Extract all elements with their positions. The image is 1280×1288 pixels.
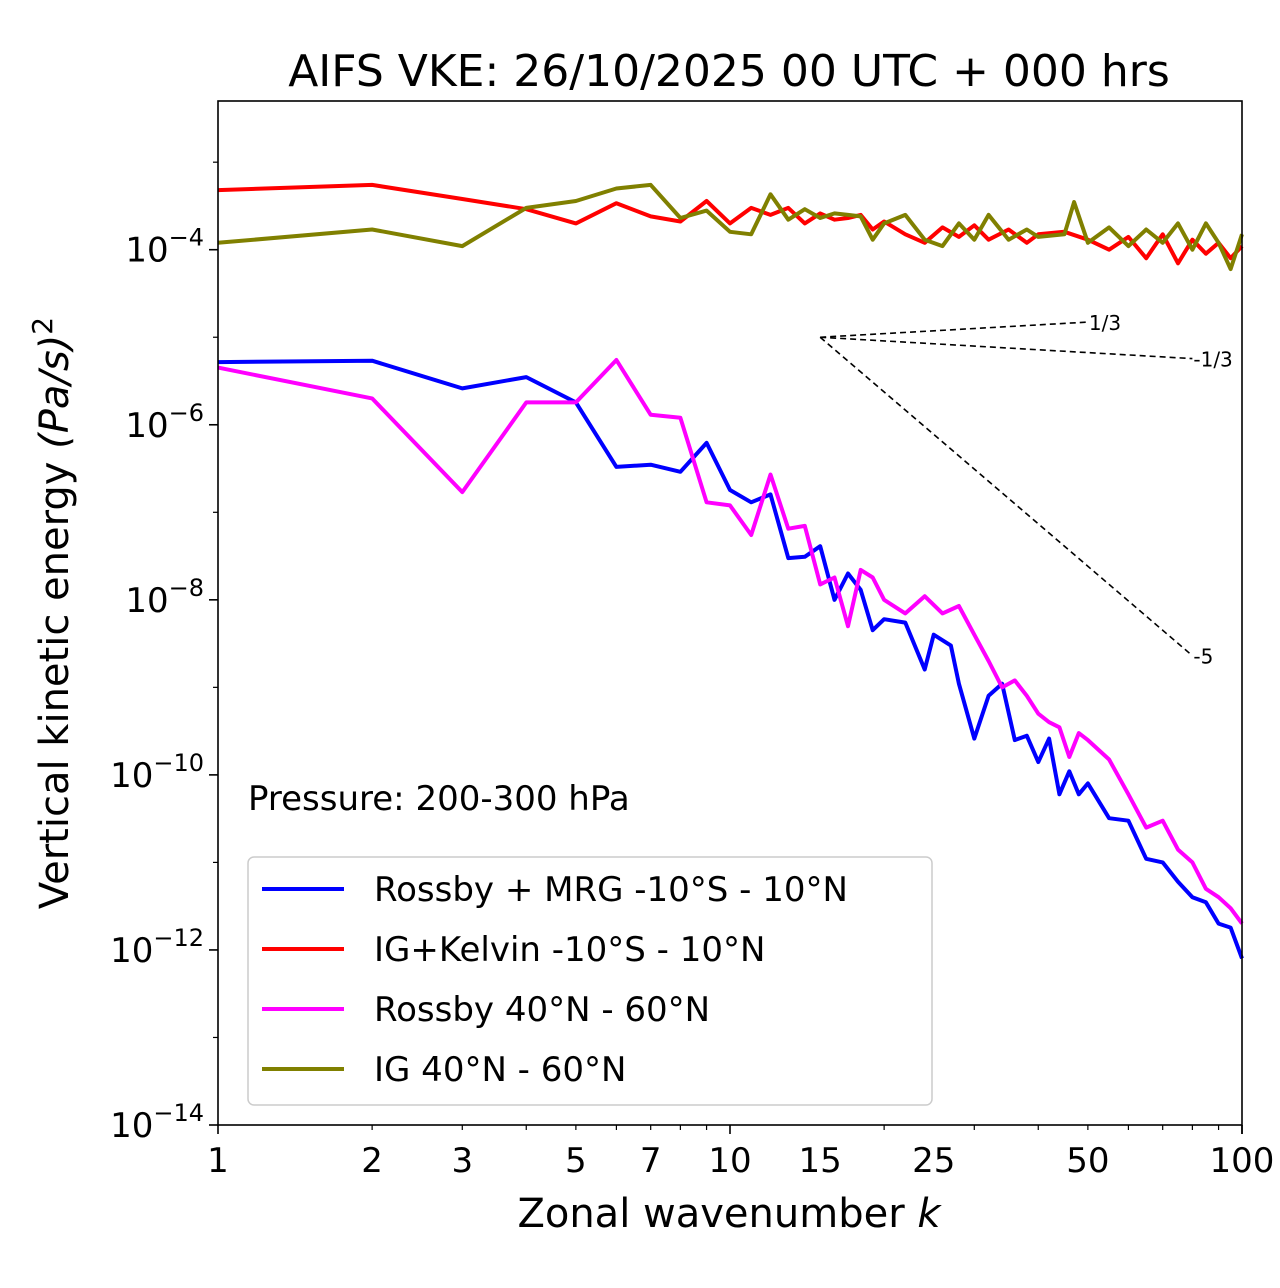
x-axis-label: Zonal wavenumber k <box>517 1191 942 1237</box>
slope-label: -5 <box>1193 645 1213 669</box>
legend-frame <box>247 856 933 1106</box>
legend-label: IG+Kelvin -10°S - 10°N <box>374 930 765 970</box>
x-tick-label: 50 <box>1066 1141 1109 1181</box>
slope-line <box>820 336 1193 360</box>
x-tick-label: 15 <box>799 1141 842 1181</box>
y-tick-label: 10−4 <box>125 224 204 271</box>
series-line-3 <box>217 358 1244 925</box>
slope-label: 1/3 <box>1089 311 1121 335</box>
y-tick-label: 10−14 <box>110 1099 204 1146</box>
legend: Rossby + MRG -10°S - 10°N IG+Kelvin -10°S… <box>247 856 933 1106</box>
x-tick-label: 7 <box>640 1141 662 1181</box>
x-tick-label: 3 <box>451 1141 473 1181</box>
chart-title: AIFS VKE: 26/10/2025 00 UTC + 000 hrs <box>288 46 1170 97</box>
slope-label: -1/3 <box>1193 348 1232 372</box>
x-tick-label: 5 <box>565 1141 587 1181</box>
x-tick-label: 10 <box>708 1141 751 1181</box>
series-line-4 <box>217 182 1244 272</box>
series-line-2 <box>217 182 1244 266</box>
slope-line <box>820 321 1088 339</box>
x-tick-label: 100 <box>1210 1141 1275 1181</box>
y-tick-label: 10−12 <box>110 924 204 971</box>
x-tick-label: 25 <box>912 1141 955 1181</box>
x-tick-label: 1 <box>207 1141 229 1181</box>
legend-label: Rossby 40°N - 60°N <box>374 990 710 1030</box>
y-axis-label: Vertical kinetic energy (Pa/s)2 <box>26 317 78 909</box>
legend-label: IG 40°N - 60°N <box>374 1050 626 1090</box>
x-tick-label: 2 <box>361 1141 383 1181</box>
y-tick-label: 10−6 <box>125 399 204 446</box>
pressure-annotation: Pressure: 200-300 hPa <box>248 779 630 819</box>
legend-label: Rossby + MRG -10°S - 10°N <box>374 870 848 910</box>
slope-line <box>819 336 1193 657</box>
y-tick-label: 10−8 <box>125 574 204 621</box>
y-tick-label: 10−10 <box>110 749 204 796</box>
